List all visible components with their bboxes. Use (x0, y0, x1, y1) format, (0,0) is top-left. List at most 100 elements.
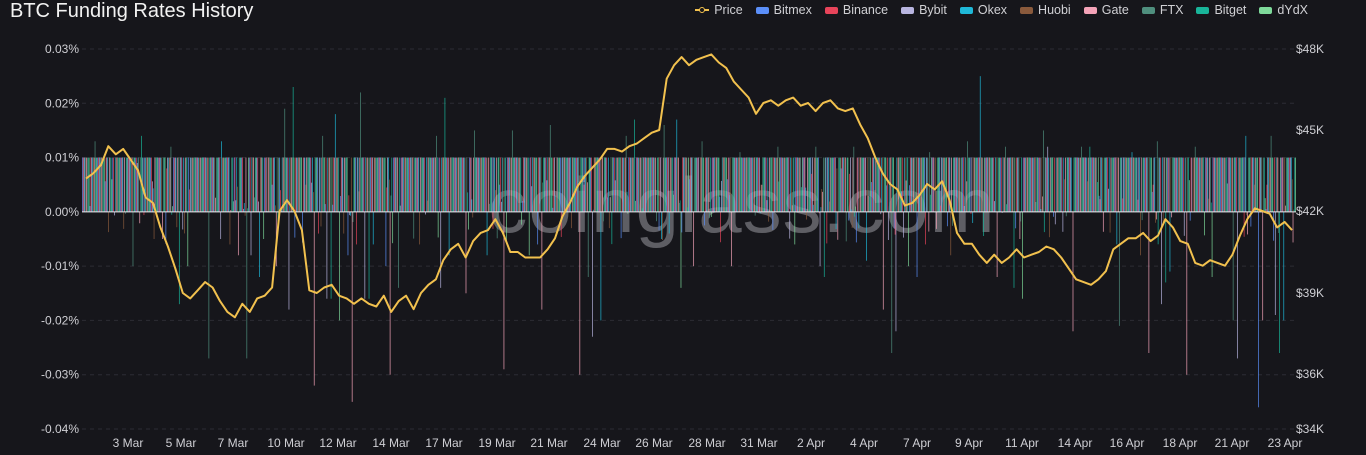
bar-huobi (297, 157, 299, 212)
bar-bybit (417, 157, 419, 212)
bar-bitmex (438, 157, 440, 212)
bar-huobi (760, 184, 762, 212)
bar-bitmex (157, 157, 159, 212)
legend-item-price[interactable]: Price (695, 3, 743, 17)
bar-okex (615, 157, 617, 212)
legend-item-bitget[interactable]: Bitget (1196, 3, 1246, 17)
bar-huobi (586, 157, 587, 212)
bar-okex (835, 211, 837, 230)
bar-bybit (971, 157, 973, 212)
legend-item-binance[interactable]: Binance (824, 3, 889, 17)
bar-okex (122, 157, 124, 212)
bar-ftx (557, 157, 559, 212)
bar-bybit (538, 157, 540, 212)
bar-ftx (739, 152, 741, 212)
bar-bitget (717, 157, 719, 212)
bar-binance (871, 157, 873, 212)
bar-gate (1034, 157, 1036, 212)
bar-bitget (209, 157, 211, 212)
bar-bitmex (810, 157, 812, 212)
legend-item-okex[interactable]: Okex (959, 3, 1007, 17)
bar-gate (624, 157, 626, 212)
legend-label: FTX (1159, 3, 1184, 17)
bar-huobi (980, 157, 982, 212)
bar-huobi (950, 211, 952, 256)
bar-okex (972, 211, 974, 223)
bar-bitget (763, 157, 764, 212)
bar-ftx (914, 157, 915, 212)
bar-bitget (1263, 157, 1265, 212)
bar-huobi (396, 157, 398, 212)
bar-okex (372, 211, 374, 245)
bar-bybit (1054, 211, 1056, 225)
bar-bitmex (1288, 157, 1290, 212)
bar-gate (602, 157, 603, 212)
bar-okex (873, 157, 875, 212)
bar-huobi (282, 157, 284, 212)
bar-huobi (1155, 211, 1157, 223)
bar-bitget (687, 207, 689, 212)
bar-bitget (156, 157, 157, 212)
bar-okex (205, 157, 207, 212)
bar-bitmex (203, 157, 205, 212)
bar-bitmex (226, 157, 227, 212)
bar-ftx (1096, 157, 1097, 212)
bar-dydx (953, 157, 955, 212)
bar-ftx (830, 157, 832, 212)
bar-huobi (624, 157, 625, 212)
bar-bitmex (901, 191, 903, 212)
bar-bitmex (1083, 157, 1085, 212)
bar-bybit (865, 157, 866, 212)
bar-bitget (619, 157, 620, 212)
bar-binance (82, 157, 84, 212)
bar-dydx (968, 157, 970, 212)
bar-bitmex (817, 157, 819, 212)
bar-bitget (1210, 202, 1212, 212)
bar-binance (1258, 157, 1260, 212)
bar-gate (928, 211, 930, 232)
bar-bybit (501, 201, 502, 212)
legend-item-dydx[interactable]: dYdX (1259, 3, 1308, 17)
legend-item-ftx[interactable]: FTX (1141, 3, 1184, 17)
bar-binance (1289, 157, 1291, 212)
bar-bybit (690, 157, 692, 212)
bar-bitmex (82, 157, 83, 212)
bar-bitmex (324, 204, 326, 212)
legend-item-gate[interactable]: Gate (1083, 3, 1129, 17)
bar-bybit (83, 157, 85, 212)
bar-gate (495, 157, 497, 212)
bar-gate (427, 157, 429, 212)
bar-bitmex (1242, 157, 1244, 212)
bar-okex (183, 157, 184, 212)
legend-item-bybit[interactable]: Bybit (901, 3, 947, 17)
bar-bitmex (188, 157, 190, 212)
bar-bitget (626, 191, 628, 212)
legend-item-bitmex[interactable]: Bitmex (755, 3, 812, 17)
bar-huobi (244, 211, 246, 216)
bar-binance (962, 157, 964, 212)
legend-label: dYdX (1277, 3, 1308, 17)
bar-bitmex (1098, 195, 1100, 212)
legend-label: Binance (842, 3, 889, 17)
bar-gate (313, 211, 315, 386)
legend-item-huobi[interactable]: Huobi (1020, 3, 1071, 17)
bar-gate (989, 157, 990, 212)
bar-ftx (307, 157, 308, 212)
bar-dydx (111, 179, 113, 212)
x-tick-label: 21 Mar (530, 436, 567, 450)
bar-binance (1069, 157, 1071, 212)
bar-binance (1137, 199, 1139, 212)
bar-binance (1107, 157, 1108, 212)
bar-dydx (733, 157, 735, 212)
bar-huobi (737, 157, 739, 212)
bar-bybit (652, 157, 654, 212)
bar-bybit (493, 157, 495, 212)
bar-huobi (601, 157, 603, 212)
bar-bybit (531, 186, 533, 212)
bar-okex (1017, 157, 1019, 212)
bar-bitget (452, 157, 453, 212)
bar-huobi (464, 157, 466, 212)
bar-dydx (528, 211, 530, 256)
bar-gate (1027, 157, 1028, 212)
bar-bitget (262, 157, 264, 212)
